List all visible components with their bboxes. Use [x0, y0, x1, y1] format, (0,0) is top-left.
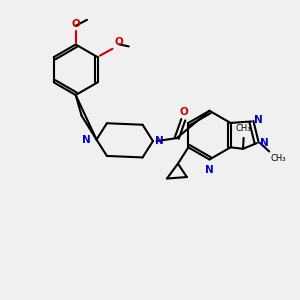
Text: CH₃: CH₃: [270, 154, 286, 163]
Text: N: N: [260, 138, 268, 148]
Text: CH₃: CH₃: [236, 124, 251, 133]
Text: O: O: [71, 19, 80, 29]
Text: O: O: [179, 107, 188, 117]
Text: N: N: [155, 136, 164, 146]
Text: O: O: [114, 37, 123, 47]
Text: N: N: [254, 115, 263, 125]
Text: N: N: [82, 135, 91, 145]
Text: N: N: [205, 165, 214, 175]
